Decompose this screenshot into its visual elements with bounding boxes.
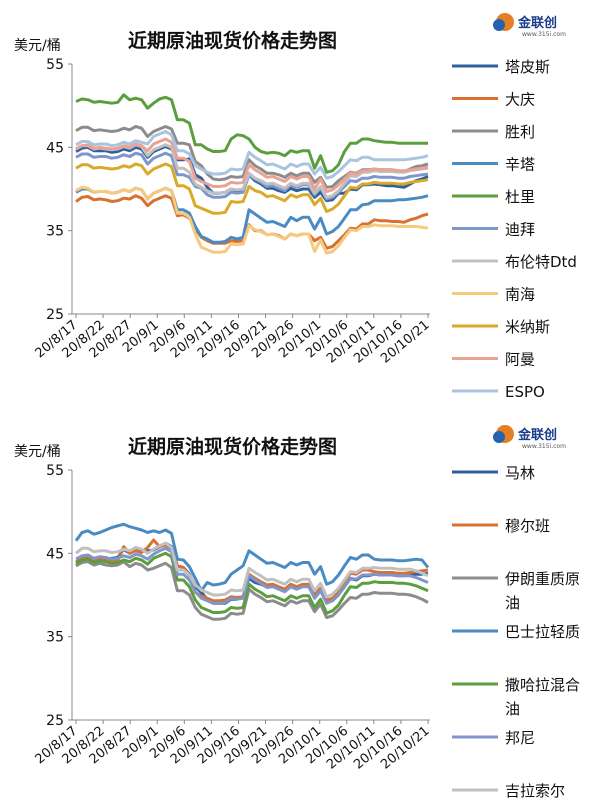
plot-area-bottom: 2535455520/8/1720/8/2220/8/2720/9/120/9/…: [33, 463, 433, 773]
logo-mark-icon-inner: [493, 19, 505, 31]
logo-site: www.315i.com: [522, 443, 566, 450]
legend-label: 米纳斯: [505, 318, 550, 336]
legend-label: 吉拉索尔: [505, 782, 565, 800]
y-tick-label: 45: [46, 546, 64, 562]
series-line: [75, 551, 429, 615]
y-tick-label: 35: [46, 630, 64, 646]
brand-logo: 金联创 www.315i.com: [493, 13, 566, 38]
legend-label: 迪拜: [505, 221, 535, 239]
y-tick-label: 55: [46, 463, 64, 479]
plot-area-top: 2535455520/8/1720/8/2220/8/2720/9/120/9/…: [33, 57, 433, 367]
series-line: [75, 186, 429, 244]
y-tick-label: 35: [46, 224, 64, 240]
legend-label: 布伦特Dtd: [505, 253, 577, 271]
chart-panel-bottom: 美元/桶 近期原油现货价格走势图 金联创 www.315i.com 25 35 45…: [0, 406, 606, 812]
series-line: [75, 541, 429, 599]
legend-label: 南海: [505, 286, 535, 304]
series-line: [75, 194, 429, 250]
chart-svg-top: 美元/桶 近期原油现货价格走势图 金联创 www.315i.com 25 35 45…: [14, 13, 577, 401]
brand-logo: 金联创 www.315i.com: [493, 425, 566, 450]
chart-title: 近期原油现货价格走势图: [128, 29, 337, 52]
y-tick-label: 25: [46, 713, 64, 729]
y-tick-label: 45: [46, 140, 64, 156]
legend-label: 阿曼: [505, 351, 535, 369]
series-line: [75, 130, 429, 180]
legend-label: 穆尔班: [505, 517, 550, 535]
legend-label: 辛塔: [505, 156, 535, 174]
legend-label: 撒哈拉混合油: [505, 676, 580, 718]
series-line: [75, 93, 428, 174]
legend-label: 胜利: [505, 123, 535, 141]
chart-svg-bottom: 美元/桶 近期原油现货价格走势图 金联创 www.315i.com 25 35 45…: [14, 425, 580, 800]
legend-label: 邦尼: [505, 729, 535, 747]
y-tick-label: 25: [46, 307, 64, 323]
series-line: [75, 137, 429, 193]
logo-name: 金联创: [517, 15, 557, 31]
series-line: [75, 162, 429, 215]
legend-label: 伊朗重质原油: [505, 570, 580, 612]
y-tick-label: 55: [46, 57, 64, 73]
legend-label: 杜里: [505, 188, 535, 206]
legend-label: 大庆: [505, 91, 535, 109]
series-line: [75, 546, 429, 605]
chart-title: 近期原油现货价格走势图: [128, 435, 337, 458]
legend-label: 塔皮斯: [505, 58, 550, 76]
legend-label: 巴士拉轻质: [505, 623, 580, 641]
series-line: [75, 185, 429, 255]
legend-label: ESPO: [505, 383, 545, 401]
y-axis-unit: 美元/桶: [14, 444, 61, 460]
logo-site: www.315i.com: [522, 31, 566, 38]
chart-panel-top: 美元/桶 近期原油现货价格走势图 金联创 www.315i.com 25 35 45…: [14, 13, 577, 401]
legend-label: 马林: [505, 464, 535, 482]
logo-mark-icon-inner: [493, 431, 505, 443]
y-axis-unit: 美元/桶: [14, 38, 61, 54]
series-line: [74, 522, 430, 593]
logo-name: 金联创: [517, 427, 557, 443]
series-line: [75, 560, 429, 621]
